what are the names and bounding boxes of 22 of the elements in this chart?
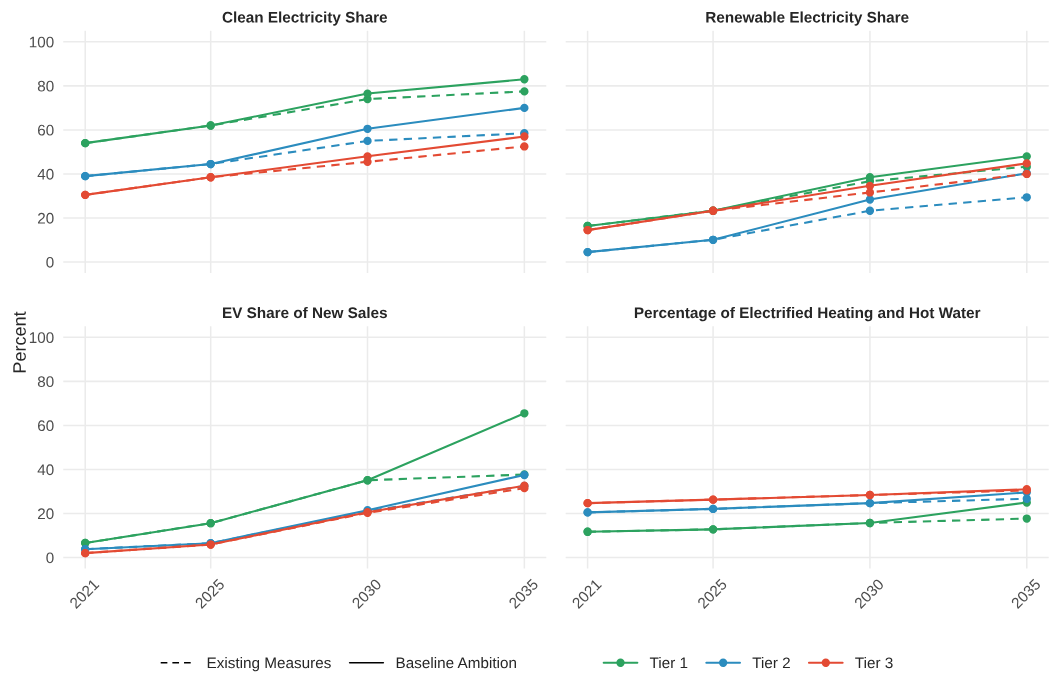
y-tick-label: 60 xyxy=(38,420,54,432)
y-axis-title: Percent xyxy=(13,311,26,373)
chart-title: Percentage of Electrified Heating and Hot Water xyxy=(634,306,981,322)
y-tick-label: 40 xyxy=(37,168,54,180)
chart-title: EV Share of New Sales xyxy=(223,306,387,319)
chart-title: Renewable Electricity Share xyxy=(706,11,909,26)
y-tick-label: 20 xyxy=(37,508,54,520)
y-tick-label: 20 xyxy=(37,212,54,224)
text: Existing Measures xyxy=(207,657,331,672)
chart-title: Clean Electricity Share xyxy=(222,11,388,26)
legend-label: Tier 3 xyxy=(855,657,893,669)
y-tick-label: 80 xyxy=(37,376,54,388)
y-tick-label: 60 xyxy=(38,124,54,136)
y-tick-label: 100 xyxy=(29,332,54,344)
y-tick-label: 0 xyxy=(46,256,54,268)
y-tick-label: 0 xyxy=(46,552,54,564)
legend-label: Tier 1 xyxy=(649,657,688,669)
legend-label: Tier 2 xyxy=(752,657,790,669)
text: Baseline Ambition xyxy=(396,657,516,669)
y-tick-label: 100 xyxy=(29,36,54,48)
y-tick-label: 40 xyxy=(37,464,54,476)
y-tick-label: 80 xyxy=(37,80,54,92)
